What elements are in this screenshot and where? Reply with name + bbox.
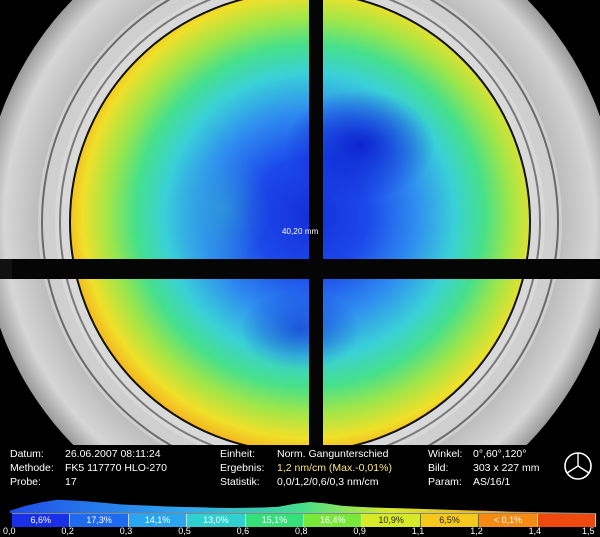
- scale-tick-label: 0,6: [236, 526, 250, 536]
- scale-segment: 16,4%: [304, 514, 363, 527]
- ergebnis-value: 1,2 nm/cm (Max.-0,01%): [277, 462, 392, 474]
- winkel-value: 0°,60°,120°: [473, 448, 527, 460]
- scale-segment: 13,0%: [187, 514, 246, 527]
- scale-segment: 6,5%: [420, 514, 480, 527]
- scale-segment: < 0,1%: [479, 514, 538, 527]
- dimension-label: 40,20 mm: [282, 227, 319, 236]
- probe-label: Probe:: [10, 476, 41, 488]
- scale-tick-label: 1,4: [528, 526, 542, 536]
- crosshair-left-end: [0, 259, 12, 279]
- info-param: Param: AS/16/1: [428, 475, 510, 489]
- scale-tick-label: 0,3: [119, 526, 133, 536]
- bild-label: Bild:: [428, 462, 449, 474]
- scale-tick-label: 0,8: [295, 526, 308, 536]
- info-einheit: Einheit: Norm. Gangunterschied: [220, 447, 388, 461]
- einheit-value: Norm. Gangunterschied: [277, 448, 389, 460]
- color-scale: 6,6% 17,3% 14,1% 13,0% 15,1% 16,4% 10,9% 6,5% < …: [12, 513, 597, 527]
- inner-ring-edge: [59, 0, 541, 445]
- statistik-label: Statistik:: [220, 476, 260, 488]
- info-methode: Methode: FK5 117770 HLO-270: [10, 461, 167, 475]
- statistik-value: 0,0/1,2/0,6/0,3 nm/cm: [277, 476, 379, 488]
- retardation-histogram: [10, 499, 594, 513]
- ergebnis-label: Ergebnis:: [220, 462, 265, 474]
- datum-label: Datum:: [10, 448, 44, 460]
- scale-tick-label: 0,9: [353, 526, 366, 536]
- scale-segment: [537, 514, 597, 527]
- methode-value: FK5 117770 HLO-270: [65, 462, 167, 474]
- bild-value: 303 x 227 mm: [473, 462, 540, 474]
- methode-label: Methode:: [10, 462, 54, 474]
- scale-tick-label: 1,5: [582, 526, 595, 536]
- info-probe: Probe: 17: [10, 475, 77, 489]
- winkel-label: Winkel:: [428, 448, 463, 460]
- crosshair-vertical: [309, 0, 323, 445]
- stress-image: 40,20 mm: [0, 0, 600, 445]
- scale-segment: 10,9%: [362, 514, 421, 527]
- outer-ring-edge: [41, 0, 559, 445]
- scale-tick-label: 1,1: [411, 526, 425, 536]
- datum-value: 26.06.2007 08:11:24: [65, 448, 161, 460]
- info-panel: Datum: 26.06.2007 08:11:24 Methode: FK5 11…: [0, 445, 600, 497]
- scale-segment: 14,1%: [128, 514, 188, 527]
- low-stress-zone-lower: [240, 290, 360, 370]
- transition-zone-left: [180, 155, 270, 265]
- info-bild: Bild: 303 x 227 mm: [428, 461, 540, 475]
- info-datum: Datum: 26.06.2007 08:11:24: [10, 447, 161, 461]
- scale-segment: 15,1%: [245, 514, 305, 527]
- scale-ticks: 0,0 0,2 0,3 0,5 0,6 0,8 0,9 1,1 1,2 1,4 1,5: [0, 526, 600, 537]
- param-value: AS/16/1: [473, 476, 511, 488]
- crosshair-horizontal: [10, 259, 600, 279]
- scale-segment: 6,6%: [12, 514, 71, 527]
- scale-segment: 17,3%: [70, 514, 129, 527]
- histogram-area: [10, 499, 594, 513]
- info-statistik: Statistik: 0,0/1,2/0,6/0,3 nm/cm: [220, 475, 379, 489]
- scale-tick-label: 1,2: [470, 526, 483, 536]
- einheit-label: Einheit:: [220, 448, 256, 460]
- polarizer-angle-icon: [564, 452, 592, 480]
- stress-map-graphic: [0, 0, 600, 445]
- scale-tick-label: 0,5: [178, 526, 191, 536]
- info-ergebnis: Ergebnis: 1,2 nm/cm (Max.-0,01%): [220, 461, 392, 475]
- info-winkel: Winkel: 0°,60°,120°: [428, 447, 526, 461]
- low-stress-zone-upper: [285, 90, 435, 200]
- sample-edge: [69, 0, 531, 445]
- stress-field: [70, 0, 530, 445]
- param-label: Param:: [428, 476, 462, 488]
- probe-value: 17: [65, 476, 77, 488]
- scale-tick-label: 0,0: [3, 526, 16, 536]
- scale-tick-label: 0,2: [61, 526, 74, 536]
